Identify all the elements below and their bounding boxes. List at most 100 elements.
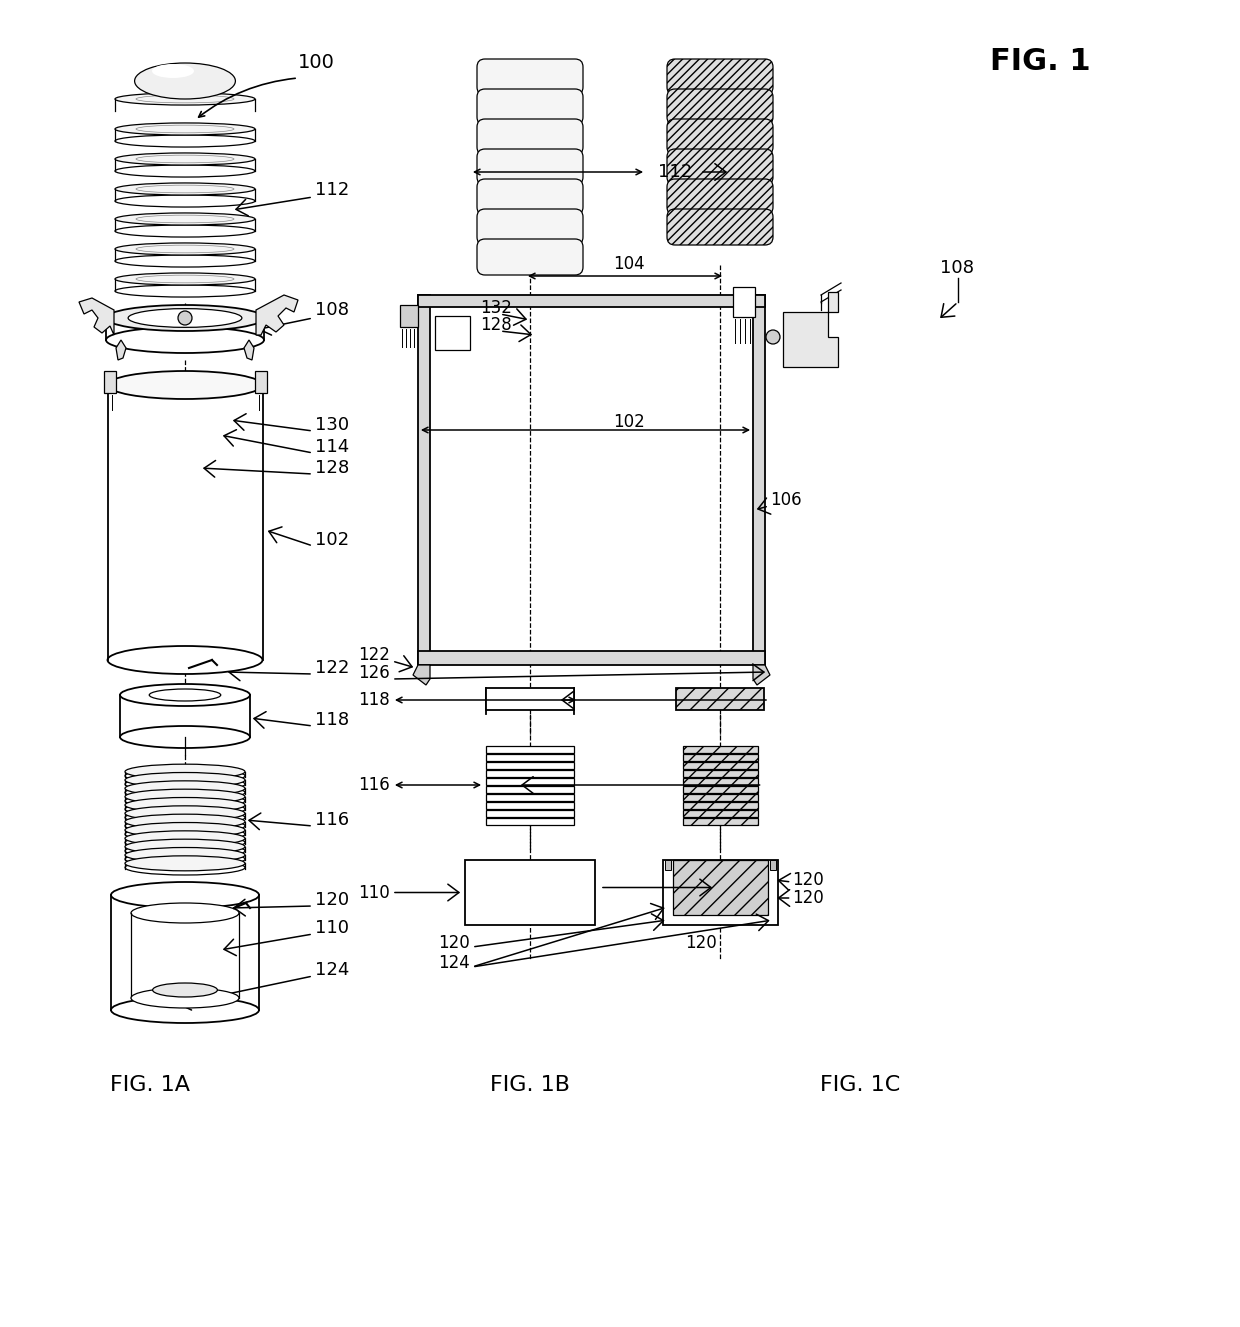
Bar	[486, 762, 574, 770]
Bar	[770, 860, 775, 871]
Ellipse shape	[125, 860, 246, 874]
Text: 110: 110	[358, 884, 389, 901]
Text: FIG. 1: FIG. 1	[990, 48, 1091, 77]
Bar	[418, 295, 430, 665]
Ellipse shape	[115, 212, 255, 226]
Text: 130: 130	[315, 415, 350, 434]
Text: 128: 128	[480, 316, 512, 334]
FancyBboxPatch shape	[477, 179, 583, 215]
Bar	[486, 794, 574, 802]
FancyBboxPatch shape	[477, 149, 583, 184]
Ellipse shape	[115, 135, 255, 147]
Bar	[682, 802, 758, 809]
Bar	[733, 287, 755, 317]
Bar	[682, 762, 758, 770]
FancyBboxPatch shape	[667, 89, 773, 125]
Text: 112: 112	[315, 180, 350, 199]
Bar	[254, 372, 267, 393]
Text: 112: 112	[658, 163, 692, 180]
Text: 118: 118	[315, 711, 350, 729]
FancyBboxPatch shape	[477, 208, 583, 245]
Ellipse shape	[125, 786, 246, 800]
Bar	[418, 295, 765, 307]
Text: FIG. 1B: FIG. 1B	[490, 1075, 570, 1095]
FancyBboxPatch shape	[477, 58, 583, 96]
Ellipse shape	[125, 768, 246, 783]
FancyBboxPatch shape	[667, 119, 773, 155]
Ellipse shape	[108, 372, 263, 399]
Ellipse shape	[131, 902, 239, 924]
Polygon shape	[782, 292, 838, 368]
Ellipse shape	[115, 123, 255, 135]
Ellipse shape	[112, 882, 259, 908]
Bar	[682, 786, 758, 794]
Polygon shape	[255, 295, 298, 334]
Ellipse shape	[115, 243, 255, 255]
FancyBboxPatch shape	[667, 208, 773, 245]
Text: 122: 122	[358, 646, 389, 664]
Ellipse shape	[125, 798, 246, 812]
Ellipse shape	[125, 835, 246, 851]
Text: 108: 108	[940, 259, 973, 277]
Ellipse shape	[149, 689, 221, 701]
Ellipse shape	[115, 165, 255, 176]
Bar	[682, 817, 758, 825]
Circle shape	[179, 311, 192, 325]
Text: 120: 120	[684, 934, 717, 951]
FancyBboxPatch shape	[477, 119, 583, 155]
Ellipse shape	[125, 819, 246, 833]
Bar	[0, 0, 25, 1327]
Ellipse shape	[125, 844, 246, 859]
Ellipse shape	[125, 831, 246, 845]
Ellipse shape	[125, 764, 246, 779]
Polygon shape	[244, 340, 254, 360]
Bar	[401, 305, 418, 326]
FancyBboxPatch shape	[477, 239, 583, 275]
Bar	[682, 746, 758, 752]
Ellipse shape	[105, 305, 264, 330]
Bar	[103, 372, 115, 393]
Text: 116: 116	[358, 776, 389, 794]
Text: 102: 102	[613, 413, 645, 431]
Ellipse shape	[125, 815, 246, 829]
Text: 108: 108	[315, 301, 348, 318]
Ellipse shape	[125, 772, 246, 787]
Ellipse shape	[153, 64, 193, 78]
Text: 100: 100	[298, 53, 335, 72]
Polygon shape	[753, 665, 770, 685]
Bar	[435, 316, 470, 350]
Ellipse shape	[128, 309, 242, 328]
FancyBboxPatch shape	[667, 58, 773, 96]
Ellipse shape	[112, 997, 259, 1023]
Bar	[486, 809, 574, 817]
Bar	[486, 770, 574, 778]
FancyBboxPatch shape	[477, 89, 583, 125]
Bar	[662, 860, 777, 925]
Ellipse shape	[125, 823, 246, 837]
Bar	[486, 802, 574, 809]
Bar	[418, 652, 765, 665]
Ellipse shape	[125, 809, 246, 825]
Ellipse shape	[125, 852, 246, 867]
Ellipse shape	[105, 326, 264, 353]
Text: 120: 120	[792, 871, 825, 889]
Ellipse shape	[153, 983, 217, 997]
Bar	[486, 687, 574, 710]
Bar	[672, 860, 768, 916]
Bar	[1215, 0, 1240, 1327]
Bar	[676, 687, 764, 710]
Bar	[665, 860, 671, 871]
Text: 126: 126	[358, 664, 389, 682]
Bar	[486, 786, 574, 794]
Ellipse shape	[131, 989, 239, 1009]
Ellipse shape	[125, 839, 246, 855]
Bar	[0, 1115, 1240, 1327]
Text: 124: 124	[438, 954, 470, 971]
Bar	[682, 770, 758, 778]
Bar	[0, 0, 1240, 31]
Polygon shape	[117, 340, 126, 360]
Text: FIG. 1A: FIG. 1A	[110, 1075, 190, 1095]
Text: 118: 118	[358, 691, 389, 709]
Ellipse shape	[115, 195, 255, 207]
Ellipse shape	[115, 255, 255, 267]
